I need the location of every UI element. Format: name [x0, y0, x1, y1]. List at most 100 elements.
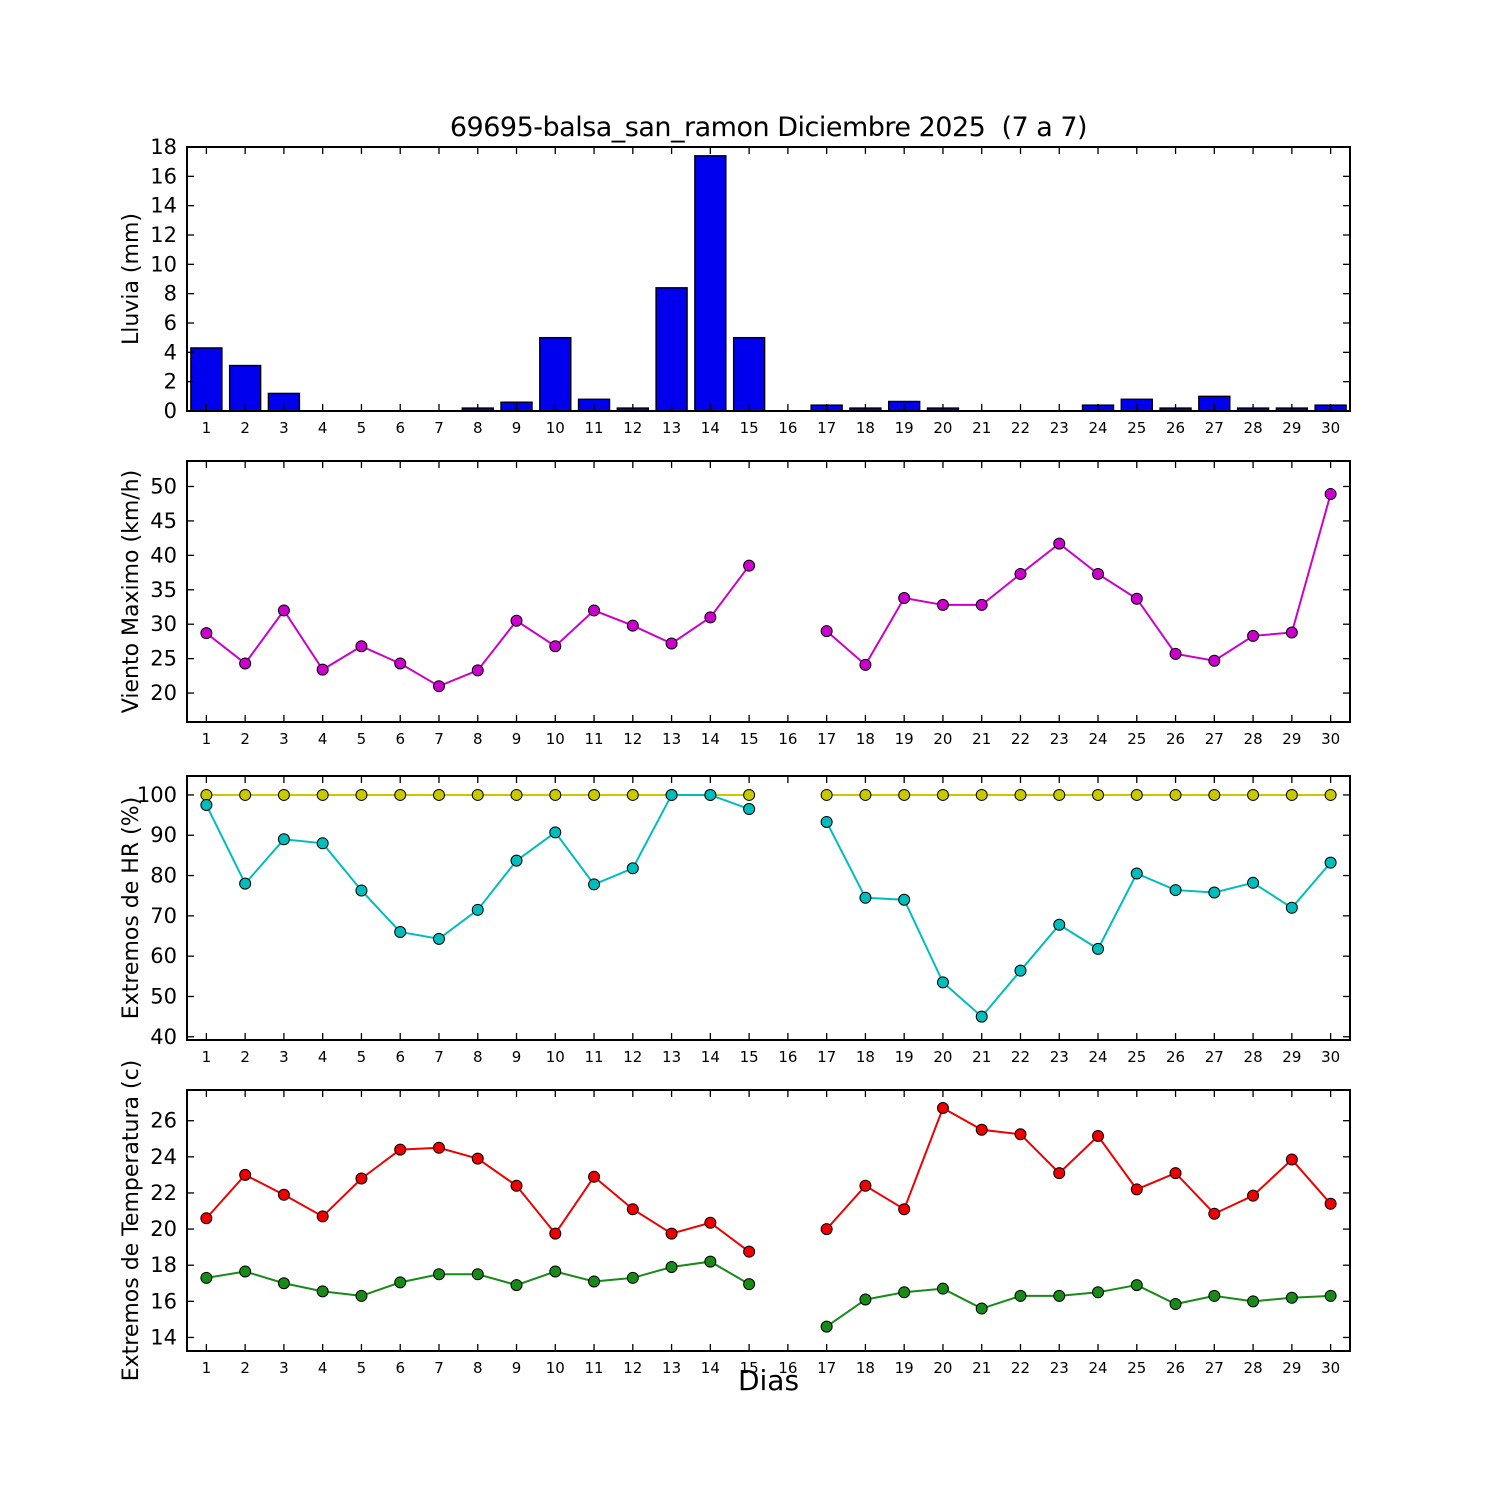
x-tick-label: 20	[933, 1359, 952, 1377]
extremos_hr-subplot: 1 2 3 4 5 6 7 8 9 10 11 12 13 14 15 16 17 18 19 20 21 22 23 24 2…	[119, 775, 1351, 1066]
y-tick-label: 8	[164, 282, 177, 306]
viento_maximo-marker-day-19	[898, 592, 911, 605]
x-tick-label: 10	[546, 730, 565, 748]
x-tick-label: 21	[972, 419, 991, 437]
x-tick-label: 15	[740, 1359, 759, 1377]
x-tick-label: 30	[1321, 1359, 1340, 1377]
temperatura_minima-line	[826, 1284, 1331, 1328]
x-tick-label: 14	[701, 730, 720, 748]
x-tick-label: 24	[1088, 1359, 1107, 1377]
y-tick-label: 90	[150, 823, 177, 847]
hr_maxima-marker-day-22	[1014, 788, 1027, 801]
x-tick-label: 9	[512, 419, 522, 437]
y-tick-label: 24	[150, 1145, 177, 1169]
x-tick-label: 20	[933, 1048, 952, 1066]
hr_maxima-marker-day-20	[936, 788, 949, 801]
hr_maxima-marker-day-12	[626, 788, 639, 801]
temperatura_maxima-marker-day-2	[239, 1168, 252, 1181]
y-tick-label: 18	[150, 135, 177, 159]
extremos_hr-x-axis: 1 2 3 4 5 6 7 8 9 10 11 12 13 14 15 16 17 18 19 20 21 22 23 24 2…	[202, 776, 1340, 1066]
hr_minima-marker-day-7	[432, 932, 445, 945]
temperatura_minima-marker-day-26	[1169, 1298, 1182, 1311]
x-tick-label: 11	[585, 1359, 604, 1377]
x-tick-label: 15	[740, 419, 759, 437]
x-tick-label: 18	[856, 730, 875, 748]
hr_minima-marker-day-24	[1092, 942, 1105, 955]
extremos_hr-y-axis-title: Extremos de HR (%)	[119, 797, 144, 1019]
x-tick-label: 7	[434, 1048, 444, 1066]
y-tick-label: 40	[150, 543, 177, 567]
hr_maxima-marker-day-26	[1169, 788, 1182, 801]
lluvia-bar-day-10	[539, 336, 572, 412]
hr_maxima-marker-day-21	[975, 788, 988, 801]
viento_maximo-marker-day-28	[1247, 629, 1260, 642]
x-tick-label: 7	[434, 730, 444, 748]
hr_maxima-marker-day-28	[1247, 788, 1260, 801]
viento_maximo-marker-day-21	[975, 598, 988, 611]
x-tick-label: 11	[585, 730, 604, 748]
x-tick-label: 5	[357, 1359, 367, 1377]
extremos_temperatura-y-axis-title: Extremos de Temperatura (c)	[119, 1060, 144, 1382]
y-tick-label: 20	[150, 1217, 177, 1241]
temperatura_maxima-marker-day-27	[1208, 1207, 1221, 1220]
viento_maximo-marker-day-23	[1053, 537, 1066, 550]
x-tick-label: 17	[817, 1048, 836, 1066]
temperatura_minima-marker-day-23	[1053, 1289, 1066, 1302]
x-tick-label: 4	[318, 1048, 328, 1066]
viento_maximo-marker-day-7	[432, 680, 445, 693]
x-tick-label: 13	[662, 1359, 681, 1377]
lluvia-bar-day-14	[694, 155, 727, 412]
x-tick-label: 26	[1166, 419, 1185, 437]
hr_minima-marker-day-27	[1208, 886, 1221, 899]
x-tick-label: 17	[817, 730, 836, 748]
x-tick-label: 9	[512, 1048, 522, 1066]
x-tick-label: 23	[1050, 1359, 1069, 1377]
x-tick-label: 25	[1127, 1359, 1146, 1377]
x-tick-label: 14	[701, 1048, 720, 1066]
temperatura_minima-series	[200, 1255, 1337, 1333]
x-tick-label: 2	[240, 730, 250, 748]
temperatura_minima-marker-day-27	[1208, 1289, 1221, 1302]
temperatura_maxima-marker-day-29	[1285, 1153, 1298, 1166]
hr_maxima-marker-day-3	[277, 788, 290, 801]
x-tick-label: 19	[895, 1359, 914, 1377]
x-tick-label: 2	[240, 1048, 250, 1066]
x-tick-label: 18	[856, 1359, 875, 1377]
x-tick-label: 3	[279, 1359, 289, 1377]
x-tick-label: 25	[1127, 419, 1146, 437]
x-tick-label: 27	[1205, 1048, 1224, 1066]
x-tick-label: 27	[1205, 419, 1224, 437]
lluvia-bar-day-1	[190, 347, 223, 412]
x-tick-label: 3	[279, 419, 289, 437]
y-tick-label: 4	[164, 340, 177, 364]
viento_maximo-marker-day-12	[626, 619, 639, 632]
x-tick-label: 28	[1244, 1359, 1263, 1377]
temperatura_maxima-marker-day-11	[588, 1170, 601, 1183]
x-tick-label: 16	[778, 730, 797, 748]
hr_maxima-marker-day-24	[1092, 788, 1105, 801]
x-tick-label: 15	[740, 730, 759, 748]
x-tick-label: 17	[817, 419, 836, 437]
temperatura_maxima-marker-day-7	[432, 1141, 445, 1154]
temperatura_minima-marker-day-1	[200, 1271, 213, 1284]
y-tick-label: 16	[150, 164, 177, 188]
viento_maximo-marker-day-8	[471, 664, 484, 677]
temperatura_minima-marker-day-11	[588, 1275, 601, 1288]
x-tick-label: 1	[202, 730, 212, 748]
temperatura_maxima-marker-day-1	[200, 1212, 213, 1225]
x-tick-label: 12	[623, 1359, 642, 1377]
y-tick-label: 0	[164, 399, 177, 423]
x-tick-label: 6	[395, 730, 405, 748]
temperatura_maxima-marker-day-9	[510, 1179, 523, 1192]
temperatura_minima-marker-day-4	[316, 1285, 329, 1298]
x-tick-label: 29	[1282, 1359, 1301, 1377]
x-tick-label: 22	[1011, 1359, 1030, 1377]
extremos_hr-y-axis: 40 50 60 70 80 90 100	[137, 783, 1350, 1049]
x-tick-label: 11	[585, 1048, 604, 1066]
temperatura_maxima-marker-day-20	[936, 1102, 949, 1115]
temperatura_maxima-marker-day-5	[355, 1172, 368, 1185]
temperatura_minima-marker-day-12	[626, 1271, 639, 1284]
x-tick-label: 29	[1282, 1048, 1301, 1066]
viento_maximo-marker-day-13	[665, 637, 678, 650]
x-tick-label: 12	[623, 730, 642, 748]
